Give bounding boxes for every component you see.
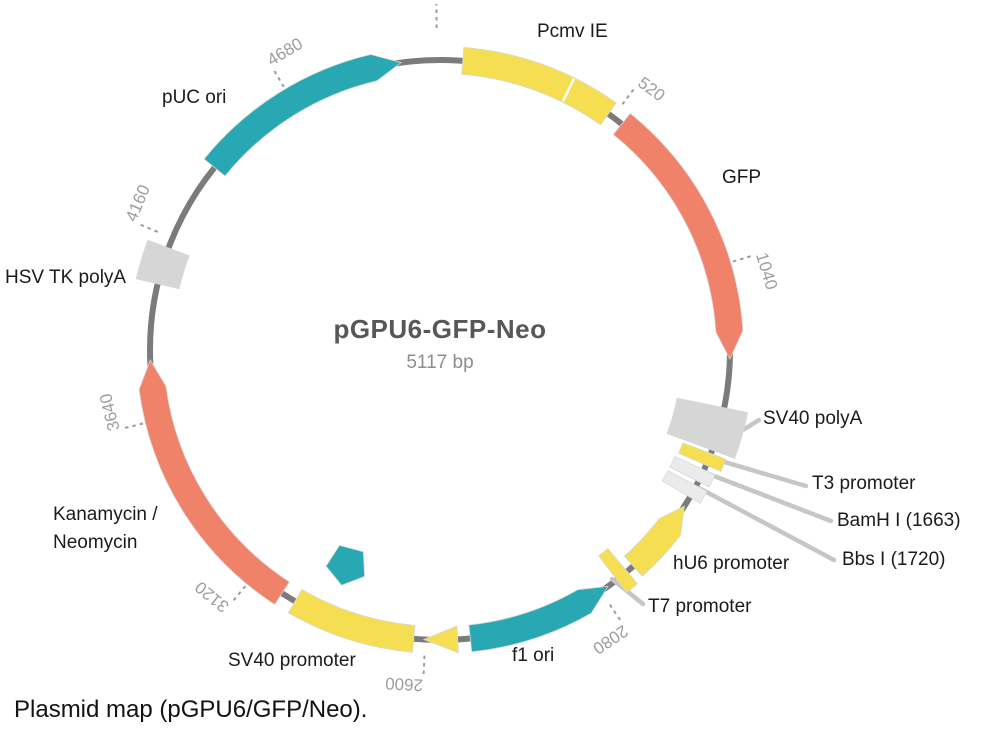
feature-divider-pcmv-ie [561, 78, 576, 102]
feature-hu6-promoter [623, 505, 685, 577]
feature-label-pcmv-ie: Pcmv IE [537, 21, 608, 42]
tick-label-3120: 3120 [191, 577, 232, 616]
tick-mark-2080 [608, 604, 622, 622]
tick-label-4680: 4680 [264, 34, 306, 70]
feature-t3-promoter [678, 442, 727, 473]
feature-inner-feature-marker [325, 544, 366, 586]
figure-caption: Plasmid map (pGPU6/GFP/Neo). [14, 696, 368, 723]
tick-label-2080: 2080 [589, 621, 631, 658]
tick-mark-2600 [422, 655, 426, 676]
feature-label-sv40-polya: SV40 polyA [763, 408, 863, 429]
feature-sv40-polya [666, 397, 749, 459]
leader-bbsi [696, 485, 837, 563]
feature-sv40-promoter [287, 588, 416, 653]
feature-label-sv40-promoter: SV40 promoter [228, 650, 356, 671]
feature-label-hsv-tk-polya: HSV TK polyA [5, 267, 127, 288]
feature-puc-ori [203, 54, 402, 177]
feature-bamhi-site [669, 456, 716, 488]
feature-label-gfp: GFP [722, 167, 762, 188]
plasmid-title: pGPU6-GFP-Neo [333, 314, 547, 344]
feature-hsv-tk-polya [135, 239, 190, 290]
tick-mark-4680 [272, 69, 285, 88]
feature-label-f1-ori: f1 ori [512, 645, 555, 666]
plasmid-size-bp: 5117 bp [406, 352, 474, 373]
feature-f1-ori [468, 585, 609, 653]
feature-label-t3-promoter: T3 promoter [812, 473, 916, 494]
feature-bbsi-site [661, 470, 708, 504]
tick-mark-4160 [138, 223, 159, 233]
feature-kanamycin-neomycin [138, 359, 290, 606]
leader-bamhi [698, 468, 834, 524]
tick-mark-520 [621, 87, 636, 105]
tick-label-1040: 1040 [752, 250, 781, 292]
tick-label-3640: 3640 [96, 392, 124, 433]
feature-t7-promoter [598, 548, 639, 593]
plasmid-title-block: pGPU6-GFP-Neo 5117 bp [290, 314, 590, 374]
feature-gfp [612, 112, 744, 361]
tick-mark-3640 [123, 422, 144, 430]
tick-label-2600: 2600 [385, 674, 424, 695]
tick-label-520: 520 [634, 73, 668, 105]
feature-pcmv-ie [461, 46, 617, 126]
feature-label-bbsi: Bbs I (1720) [842, 549, 946, 570]
feature-label-neomycin: Neomycin [53, 532, 138, 553]
feature-label-puc-ori: pUC ori [162, 87, 227, 108]
tick-mark-1040 [732, 254, 753, 263]
feature-label-hu6-promoter: hU6 promoter [673, 553, 790, 574]
feature-label-kanamycin: Kanamycin / [53, 504, 158, 525]
feature-label-t7-promoter: T7 promoter [648, 596, 752, 617]
tick-mark-3120 [231, 585, 247, 603]
feature-sv40-promoter-arrowhead [422, 625, 459, 654]
tick-label-4160: 4160 [122, 182, 154, 224]
feature-label-bamhi: BamH I (1663) [837, 510, 961, 531]
